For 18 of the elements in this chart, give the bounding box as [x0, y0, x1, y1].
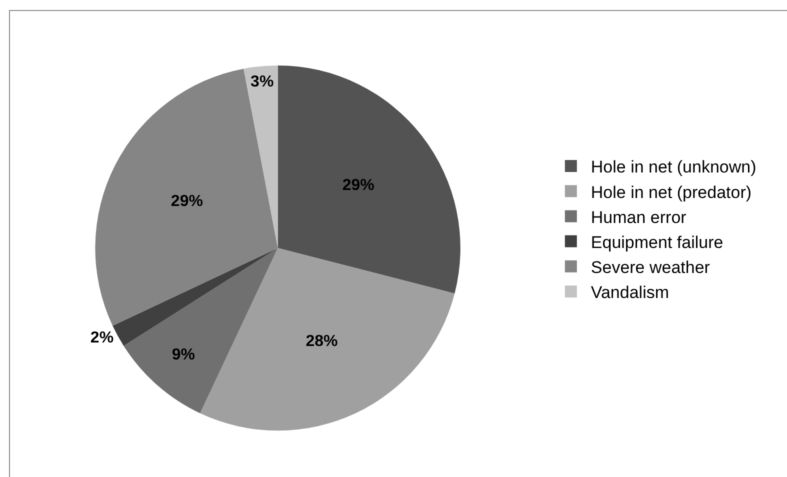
data-label: 29%	[342, 177, 374, 194]
legend-label: Hole in net (unknown)	[590, 158, 756, 177]
data-label: 2%	[90, 329, 114, 346]
pie-slice	[95, 68, 278, 326]
legend-label: Human error	[590, 208, 687, 227]
legend-label: Hole in net (predator)	[590, 182, 752, 202]
pie-slice	[244, 65, 278, 248]
pie-slice	[278, 65, 460, 294]
legend-label: Severe weather	[590, 258, 710, 278]
pie-slice	[112, 248, 278, 346]
data-label: 3%	[250, 73, 274, 90]
pie-slice	[124, 248, 278, 414]
legend-label: Vandalism	[590, 283, 670, 302]
legend-label: Equipment failure	[590, 232, 724, 252]
pie-slice	[200, 248, 455, 430]
data-label: 29%	[170, 193, 203, 210]
data-label: 28%	[306, 332, 338, 350]
data-label: 9%	[172, 346, 195, 364]
